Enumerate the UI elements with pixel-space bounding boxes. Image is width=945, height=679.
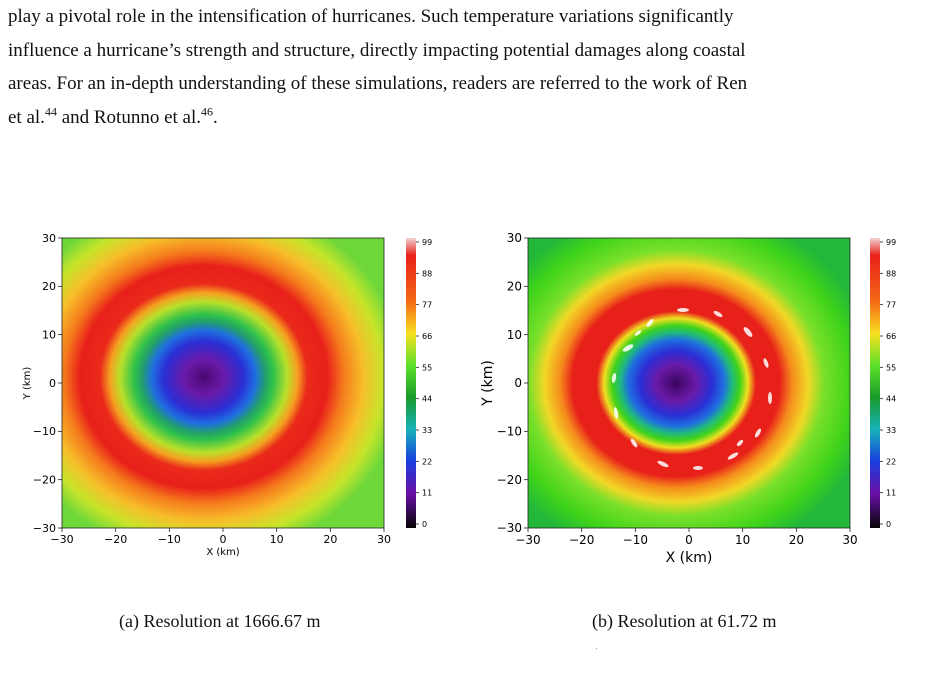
heatmap-b [528, 238, 850, 528]
text-span: et al. [8, 106, 45, 128]
colorbar-tick-label: 55 [422, 363, 432, 372]
y-tick-label: −10 [33, 425, 56, 438]
x-tick-label: −10 [158, 533, 181, 546]
x-tick-label: −30 [515, 533, 540, 547]
y-tick-label: 30 [42, 232, 56, 245]
colorbar-tick-label: 88 [886, 269, 896, 278]
colorbar-tick-label: 22 [422, 457, 432, 466]
heatmap-a [62, 238, 384, 528]
figure-b-plot: −30 −20 −10 0 10 20 30 30 20 10 0 −10 −20 −30 99 88 77 6… [480, 231, 896, 566]
x-tick-label: 0 [220, 533, 227, 546]
y-tick-label: −30 [497, 521, 522, 535]
colorbar-tick-label: 33 [886, 426, 896, 435]
colorbar-tick-label: 77 [422, 301, 432, 310]
body-line: areas. For an in-depth understanding of … [8, 73, 748, 94]
y-tick-label: 0 [49, 377, 56, 390]
y-axis-label: Y (km) [22, 367, 33, 401]
body-paragraph: play a pivotal role in the intensificati… [8, 0, 938, 134]
colorbar-tick-label: 55 [886, 363, 896, 372]
y-tick-label: 30 [507, 231, 522, 245]
x-tick-label: 30 [842, 533, 857, 547]
figure-a-plot: −30 −20 −10 0 10 20 30 30 20 10 0 −10 −20 −30 99 88 77 6… [22, 232, 432, 558]
colorbar-tick-label: 99 [886, 238, 896, 247]
colorbar-a [406, 238, 416, 528]
x-tick-label: 30 [377, 533, 391, 546]
text-span: and Rotunno et al. [56, 106, 201, 128]
y-tick-label: 20 [42, 280, 56, 293]
x-tick-label: 20 [323, 533, 337, 546]
y-tick-label: 20 [507, 280, 522, 294]
citation-44[interactable]: 44 [44, 104, 57, 119]
colorbar-tick-label: 0 [886, 520, 891, 529]
ring-highlights [611, 308, 772, 470]
figure-b: −30 −20 −10 0 10 20 30 30 20 10 0 −10 −20 −30 99 88 77 6… [478, 228, 928, 578]
citation-46[interactable]: 46 [201, 104, 213, 119]
colorbar-tick-label: 11 [886, 489, 896, 498]
colorbar-tick-label: 22 [886, 457, 896, 466]
y-tick-label: −10 [497, 425, 522, 439]
colorbar-tick-label: 66 [886, 332, 896, 341]
y-tick-label: −30 [33, 522, 56, 535]
colorbar-tick-label: 77 [886, 301, 896, 310]
text-span: . [213, 106, 218, 128]
x-tick-label: 10 [735, 533, 750, 547]
x-tick-label: 20 [789, 533, 804, 547]
x-axis-label: X (km) [666, 550, 713, 566]
x-tick-label: 0 [685, 533, 693, 547]
y-tick-label: −20 [497, 473, 522, 487]
figure-b-caption: (b) Resolution at 61.72 m [592, 611, 777, 631]
figure-a-caption: (a) Resolution at 1666.67 m [119, 611, 321, 631]
colorbar-tick-label: 99 [422, 238, 432, 247]
x-tick-label: 10 [270, 533, 284, 546]
y-tick-label: 10 [42, 329, 56, 342]
x-axis-label: X (km) [206, 547, 239, 558]
body-line: play a pivotal role in the intensificati… [8, 6, 734, 27]
colorbar-tick-label: 33 [422, 426, 432, 435]
figure-a: −30 −20 −10 0 10 20 30 30 20 10 0 −10 −20 −30 99 88 77 6… [18, 228, 448, 573]
body-line: influence a hurricane’s strength and str… [8, 39, 746, 61]
y-axis-label: Y (km) [480, 360, 496, 407]
x-tick-label: −10 [623, 533, 648, 547]
x-tick-label: −30 [50, 533, 73, 546]
colorbar-tick-label: 11 [422, 489, 432, 498]
colorbar-b [870, 238, 880, 528]
page-mark [596, 648, 597, 649]
y-tick-label: 0 [514, 376, 522, 390]
colorbar-tick-label: 44 [886, 395, 896, 404]
colorbar-tick-label: 88 [422, 269, 432, 278]
x-tick-label: −20 [569, 533, 594, 547]
body-line: et al.44 and Rotunno et al.46. [8, 101, 938, 135]
x-tick-label: −20 [104, 533, 127, 546]
colorbar-tick-label: 66 [422, 332, 432, 341]
y-tick-label: −20 [33, 474, 56, 487]
colorbar-tick-label: 44 [422, 395, 432, 404]
y-tick-label: 10 [507, 328, 522, 342]
colorbar-tick-label: 0 [422, 520, 427, 529]
